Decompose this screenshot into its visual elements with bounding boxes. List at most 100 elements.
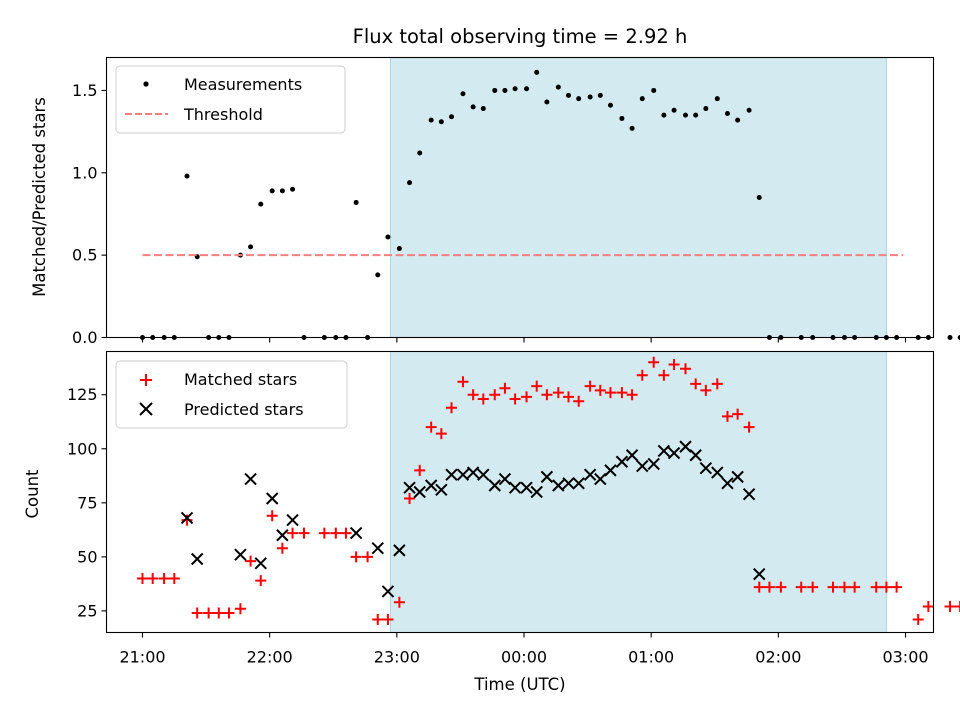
measurement-point — [449, 114, 455, 120]
ratio-panel: 0.0 0.5 1.0 1.5 Matched/Predicted stars Mea… — [30, 56, 960, 347]
matched-legend-marker — [140, 374, 152, 386]
matched-point — [912, 614, 924, 626]
matched-point — [870, 581, 882, 593]
bottom-ytick-label: 75 — [77, 493, 97, 512]
matched-point — [372, 614, 384, 626]
ratio-legend-box — [115, 65, 346, 134]
figure-title: Flux total observing time = 2.92 h — [353, 25, 688, 48]
predicted-point — [244, 472, 257, 486]
predicted-point — [190, 552, 204, 566]
matched-point — [137, 572, 148, 584]
predicted-point — [562, 477, 575, 490]
predicted-point — [657, 444, 671, 458]
predicted-point — [180, 511, 194, 525]
matched-point — [680, 363, 692, 375]
predicted-point — [689, 449, 702, 462]
measurement-point — [566, 92, 572, 98]
matched-point — [287, 527, 299, 539]
measurement-point — [375, 272, 381, 278]
matched-point — [362, 551, 374, 563]
matched-point — [245, 555, 257, 567]
matched-point — [276, 542, 288, 554]
matched-point — [435, 428, 447, 440]
predicted-point — [540, 470, 554, 484]
predicted-point — [721, 477, 734, 490]
measurement-point — [248, 244, 254, 250]
matched-point — [223, 607, 235, 619]
matched-point — [922, 601, 934, 613]
bottom-ytick-label: 25 — [77, 601, 97, 620]
measurement-point — [683, 112, 689, 118]
threshold-legend-label: Threshold — [183, 105, 263, 124]
count-legend-box — [115, 360, 348, 429]
matched-point — [340, 527, 352, 539]
matched-point — [743, 421, 755, 433]
predicted-point — [572, 477, 585, 490]
predicted-point — [552, 479, 565, 492]
measurement-point — [480, 106, 486, 112]
measurement-point — [555, 84, 561, 90]
predicted-point — [679, 440, 692, 453]
matched-point — [626, 389, 638, 401]
matched-point — [168, 572, 180, 584]
measurement-point — [651, 87, 657, 93]
predicted-point — [276, 529, 289, 542]
measurement-point — [629, 125, 635, 131]
matched-point — [147, 572, 159, 584]
measurement-point — [492, 87, 498, 93]
measurement-point — [407, 180, 413, 186]
top-ytick-label: 1.0 — [72, 163, 97, 182]
matched-point — [350, 551, 362, 563]
measurement-point — [524, 86, 530, 92]
matched-point — [636, 369, 648, 381]
matched-point — [203, 607, 215, 619]
predicted-legend-label: Predicted stars — [184, 400, 304, 419]
matched-point — [509, 393, 521, 405]
measurement-point — [502, 87, 508, 93]
matched-point — [382, 614, 394, 626]
matched-point — [648, 356, 660, 368]
predicted-point — [636, 459, 649, 473]
predicted-point — [583, 468, 597, 481]
predicted-point — [424, 479, 438, 492]
ratio-plot-frame — [105, 56, 935, 339]
matched-point — [690, 378, 702, 390]
matched-point — [298, 527, 310, 539]
matched-point — [330, 527, 342, 539]
matched-point — [721, 410, 733, 422]
ratio-legend: Measurements Threshold — [115, 65, 346, 134]
predicted-point — [349, 526, 363, 540]
matched-point — [414, 464, 426, 476]
matched-point — [584, 380, 596, 392]
measurement-point — [184, 173, 190, 179]
matched-point — [838, 581, 850, 593]
matched-point — [880, 581, 892, 593]
xtick-label: 00:00 — [501, 648, 547, 667]
matched-point — [668, 358, 680, 370]
matched-point — [499, 382, 511, 394]
measurement-point — [353, 199, 359, 205]
matched-point — [446, 402, 458, 414]
measurement-point — [512, 86, 518, 92]
measurement-point — [619, 115, 625, 121]
measurement-point — [746, 107, 752, 113]
measurement-point — [597, 92, 603, 98]
xtick-label: 21:00 — [119, 648, 165, 667]
matched-point — [213, 607, 225, 619]
predicted-point — [498, 472, 512, 486]
bottom-ytick-label: 50 — [77, 547, 97, 566]
ratio-observing-span — [389, 57, 887, 338]
predicted-point — [647, 457, 660, 471]
matched-point — [700, 384, 712, 396]
top-ytick-label: 0.0 — [72, 328, 97, 347]
measurement-point — [735, 117, 741, 123]
predicted-point — [234, 548, 247, 561]
matched-point — [191, 607, 203, 619]
matched-point — [827, 581, 839, 593]
measurement-point — [428, 117, 434, 123]
measurement-point — [661, 112, 667, 118]
predicted-point — [254, 557, 267, 570]
predicted-point — [266, 492, 279, 505]
matched-point — [404, 492, 416, 504]
predicted-point — [604, 464, 617, 477]
